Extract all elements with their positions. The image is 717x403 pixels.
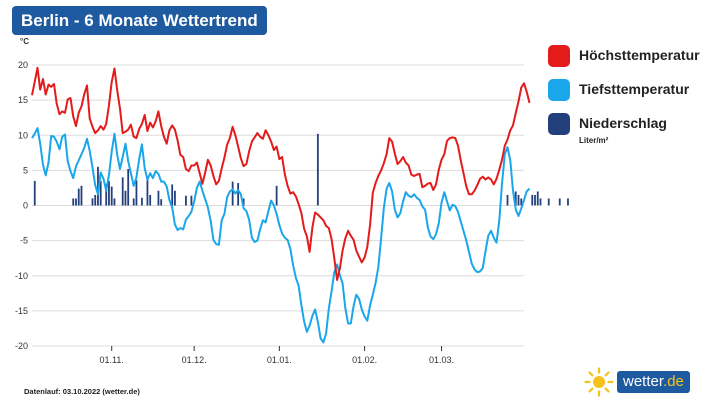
sun-icon (584, 367, 614, 397)
x-tick-label: 01.11. (100, 355, 124, 365)
y-tick-label: 0 (23, 201, 28, 211)
y-tick-label: 5 (23, 165, 28, 175)
precipitation-bar (160, 199, 163, 206)
logo-word: wetter (623, 373, 664, 390)
precipitation-bar (171, 184, 174, 206)
precipitation-bars (33, 133, 569, 206)
data-run-footer: Datenlauf: 03.10.2022 (wetter.de) (24, 387, 140, 396)
precipitation-bar (190, 195, 193, 206)
y-tick-label: -5 (20, 236, 28, 246)
y-tick-label: 15 (18, 95, 28, 105)
y-tick-label: 20 (18, 60, 28, 70)
series-line (31, 127, 531, 344)
precipitation-bar (121, 177, 124, 206)
precipitation-bar (231, 181, 234, 206)
logo-suffix: .de (663, 373, 684, 390)
legend-label-precipitation: Niederschlag (579, 115, 667, 131)
precipitation-bar (517, 194, 520, 206)
precipitation-bar (91, 198, 94, 206)
precipitation-bar (531, 194, 534, 206)
precipitation-bar (97, 166, 99, 206)
precipitation-bar (174, 190, 176, 206)
precipitation-bar (146, 178, 149, 206)
y-tick-label: -10 (15, 271, 28, 281)
logo-text: wetter.de (617, 371, 690, 393)
precipitation-bar (113, 198, 116, 206)
legend-label-max-temp: Höchsttemperatur (579, 47, 700, 63)
precipitation-bar (316, 133, 319, 206)
y-tick-label: -15 (15, 306, 28, 316)
precipitation-bar (110, 186, 113, 206)
y-unit-label: °C (20, 37, 29, 46)
legend-unit: Liter/m² (579, 136, 609, 145)
x-tick-label: 01.03. (429, 355, 454, 365)
temperature-lines (31, 66, 531, 344)
precipitation-bar (124, 190, 127, 206)
precipitation-bar (242, 198, 245, 206)
precipitation-bar (108, 180, 110, 206)
precipitation-bar (72, 198, 75, 206)
precipitation-bar (520, 198, 523, 206)
precipitation-bar (506, 194, 509, 206)
x-tick-label: 01.12. (182, 355, 207, 365)
legend-swatch-max-temp (548, 45, 570, 67)
precipitation-bar (94, 194, 97, 206)
precipitation-bar (534, 194, 536, 206)
series-line (31, 66, 531, 281)
precipitation-bar (80, 185, 83, 206)
y-axis-ticks: 20 15 10 5 0 -5 -10 -15 -20 (15, 60, 28, 351)
precipitation-bar (149, 194, 152, 206)
precipitation-bar (33, 180, 36, 206)
x-tick-label: 01.02. (352, 355, 377, 365)
x-tick-label: 01.01. (267, 355, 292, 365)
precipitation-bar (77, 188, 80, 206)
precipitation-bar (185, 195, 187, 206)
legend-swatch-min-temp (548, 79, 570, 101)
legend-label-min-temp: Tiefsttemperatur (579, 81, 690, 97)
precipitation-bar (275, 185, 278, 206)
precipitation-bar (567, 198, 569, 206)
precipitation-bar (75, 198, 77, 206)
wetter-de-logo[interactable]: wetter.de (584, 367, 702, 397)
legend-swatch-precipitation (548, 113, 570, 135)
precipitation-bar (127, 168, 130, 206)
precipitation-bar (132, 198, 135, 206)
precipitation-bar (99, 180, 102, 206)
y-tick-label: 10 (18, 130, 28, 140)
chart-title: Berlin - 6 Monate Wettertrend (12, 6, 267, 35)
precipitation-bar (514, 191, 517, 206)
precipitation-bar (558, 198, 561, 206)
x-axis-ticks: 01.11. 01.12. 01.01. 01.02. 01.03. (100, 346, 454, 365)
precipitation-bar (157, 190, 160, 206)
precipitation-bar (105, 183, 108, 206)
precipitation-bar (135, 180, 138, 206)
precipitation-bar (237, 183, 240, 206)
precipitation-bar (539, 198, 542, 206)
precipitation-bar (536, 191, 539, 206)
precipitation-bar (547, 198, 550, 206)
y-tick-label: -20 (15, 341, 28, 351)
precipitation-bar (141, 197, 143, 206)
